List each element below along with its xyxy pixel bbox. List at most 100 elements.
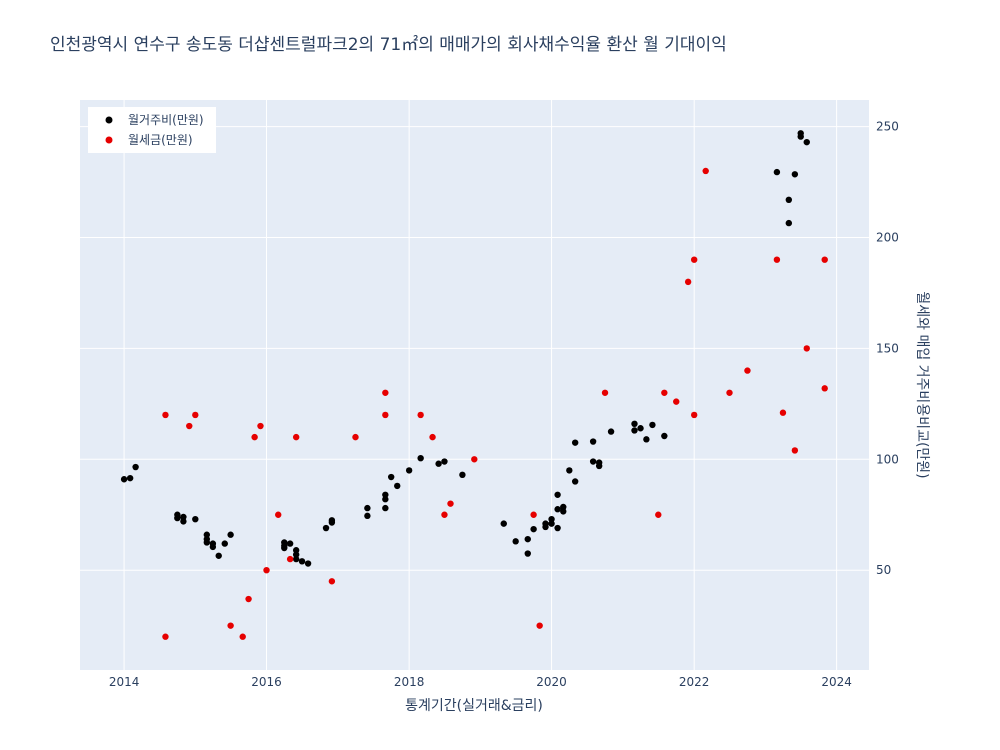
data-point[interactable] xyxy=(536,622,543,629)
data-point[interactable] xyxy=(530,511,537,518)
data-point[interactable] xyxy=(257,422,264,430)
data-point[interactable] xyxy=(328,519,336,526)
data-point[interactable] xyxy=(690,411,698,419)
data-point[interactable] xyxy=(441,458,448,465)
data-point[interactable] xyxy=(554,524,561,532)
data-point[interactable] xyxy=(286,540,294,547)
data-point[interactable] xyxy=(524,550,531,557)
data-point[interactable] xyxy=(292,551,300,558)
data-point[interactable] xyxy=(394,482,401,490)
data-point[interactable] xyxy=(239,633,246,640)
data-point[interactable] xyxy=(203,531,211,538)
data-point[interactable] xyxy=(542,523,549,531)
data-point[interactable] xyxy=(655,511,662,518)
data-point[interactable] xyxy=(286,555,294,563)
data-point[interactable] xyxy=(566,467,573,474)
data-point[interactable] xyxy=(791,447,799,454)
data-point[interactable] xyxy=(571,478,579,485)
data-point[interactable] xyxy=(162,411,169,419)
data-point[interactable] xyxy=(126,474,134,482)
data-point[interactable] xyxy=(684,278,692,286)
data-point[interactable] xyxy=(607,428,615,435)
data-point[interactable] xyxy=(292,547,300,554)
data-point[interactable] xyxy=(631,420,638,428)
data-point[interactable] xyxy=(548,520,555,527)
data-point[interactable] xyxy=(673,398,680,405)
data-point[interactable] xyxy=(429,433,436,441)
data-point[interactable] xyxy=(435,460,442,467)
data-point[interactable] xyxy=(382,491,389,498)
data-point[interactable] xyxy=(221,540,228,547)
data-point[interactable] xyxy=(192,411,199,419)
data-point[interactable] xyxy=(174,514,181,522)
data-point[interactable] xyxy=(209,543,217,551)
data-point[interactable] xyxy=(785,196,793,204)
data-point[interactable] xyxy=(162,633,169,640)
data-point[interactable] xyxy=(500,520,507,527)
data-point[interactable] xyxy=(263,566,270,574)
data-point[interactable] xyxy=(643,436,650,443)
data-point[interactable] xyxy=(779,409,787,416)
data-point[interactable] xyxy=(387,473,395,481)
legend-label-series-0[interactable]: 월거주비(만원) xyxy=(128,113,204,127)
data-point[interactable] xyxy=(554,506,561,513)
data-point[interactable] xyxy=(791,171,799,178)
data-point[interactable] xyxy=(690,256,698,263)
data-point[interactable] xyxy=(726,389,733,396)
data-point[interactable] xyxy=(554,491,561,498)
data-point[interactable] xyxy=(785,219,793,227)
data-point[interactable] xyxy=(132,463,139,471)
data-point[interactable] xyxy=(637,425,644,432)
data-point[interactable] xyxy=(459,471,466,479)
data-point[interactable] xyxy=(661,432,668,440)
data-point[interactable] xyxy=(382,389,389,396)
data-point[interactable] xyxy=(773,168,781,176)
data-point[interactable] xyxy=(571,439,579,446)
data-point[interactable] xyxy=(803,345,810,352)
data-point[interactable] xyxy=(548,515,555,523)
data-point[interactable] xyxy=(227,622,234,629)
data-point[interactable] xyxy=(631,427,638,434)
data-point[interactable] xyxy=(227,531,234,538)
data-point[interactable] xyxy=(417,454,424,462)
data-point[interactable] xyxy=(595,459,603,466)
data-point[interactable] xyxy=(447,500,454,507)
data-point[interactable] xyxy=(821,385,828,392)
legend-label-series-1[interactable]: 월세금(만원) xyxy=(128,133,193,147)
data-point[interactable] xyxy=(649,421,656,429)
data-point[interactable] xyxy=(773,256,781,263)
data-point[interactable] xyxy=(382,496,389,503)
data-point[interactable] xyxy=(364,512,371,520)
data-point[interactable] xyxy=(405,467,413,474)
data-point[interactable] xyxy=(186,422,193,430)
data-point[interactable] xyxy=(797,133,804,140)
data-point[interactable] xyxy=(251,433,258,441)
data-point[interactable] xyxy=(560,508,567,515)
data-point[interactable] xyxy=(382,411,389,419)
data-point[interactable] xyxy=(120,476,128,483)
data-point[interactable] xyxy=(589,438,597,445)
data-point[interactable] xyxy=(744,367,751,374)
data-point[interactable] xyxy=(702,167,709,175)
data-point[interactable] xyxy=(821,256,828,263)
data-point[interactable] xyxy=(512,538,519,545)
data-point[interactable] xyxy=(471,456,478,463)
data-point[interactable] xyxy=(322,524,330,532)
data-point[interactable] xyxy=(328,578,336,585)
data-point[interactable] xyxy=(530,525,537,533)
data-point[interactable] xyxy=(304,560,312,567)
data-point[interactable] xyxy=(589,458,597,465)
data-point[interactable] xyxy=(180,518,187,525)
data-point[interactable] xyxy=(382,504,389,512)
data-point[interactable] xyxy=(215,552,222,559)
data-point[interactable] xyxy=(441,511,448,518)
data-point[interactable] xyxy=(281,544,288,552)
data-point[interactable] xyxy=(524,535,531,543)
data-point[interactable] xyxy=(298,558,306,565)
data-point[interactable] xyxy=(417,411,424,419)
data-point[interactable] xyxy=(275,511,282,518)
data-point[interactable] xyxy=(601,389,609,396)
data-point[interactable] xyxy=(803,138,810,146)
data-point[interactable] xyxy=(292,555,300,563)
data-point[interactable] xyxy=(364,504,371,512)
